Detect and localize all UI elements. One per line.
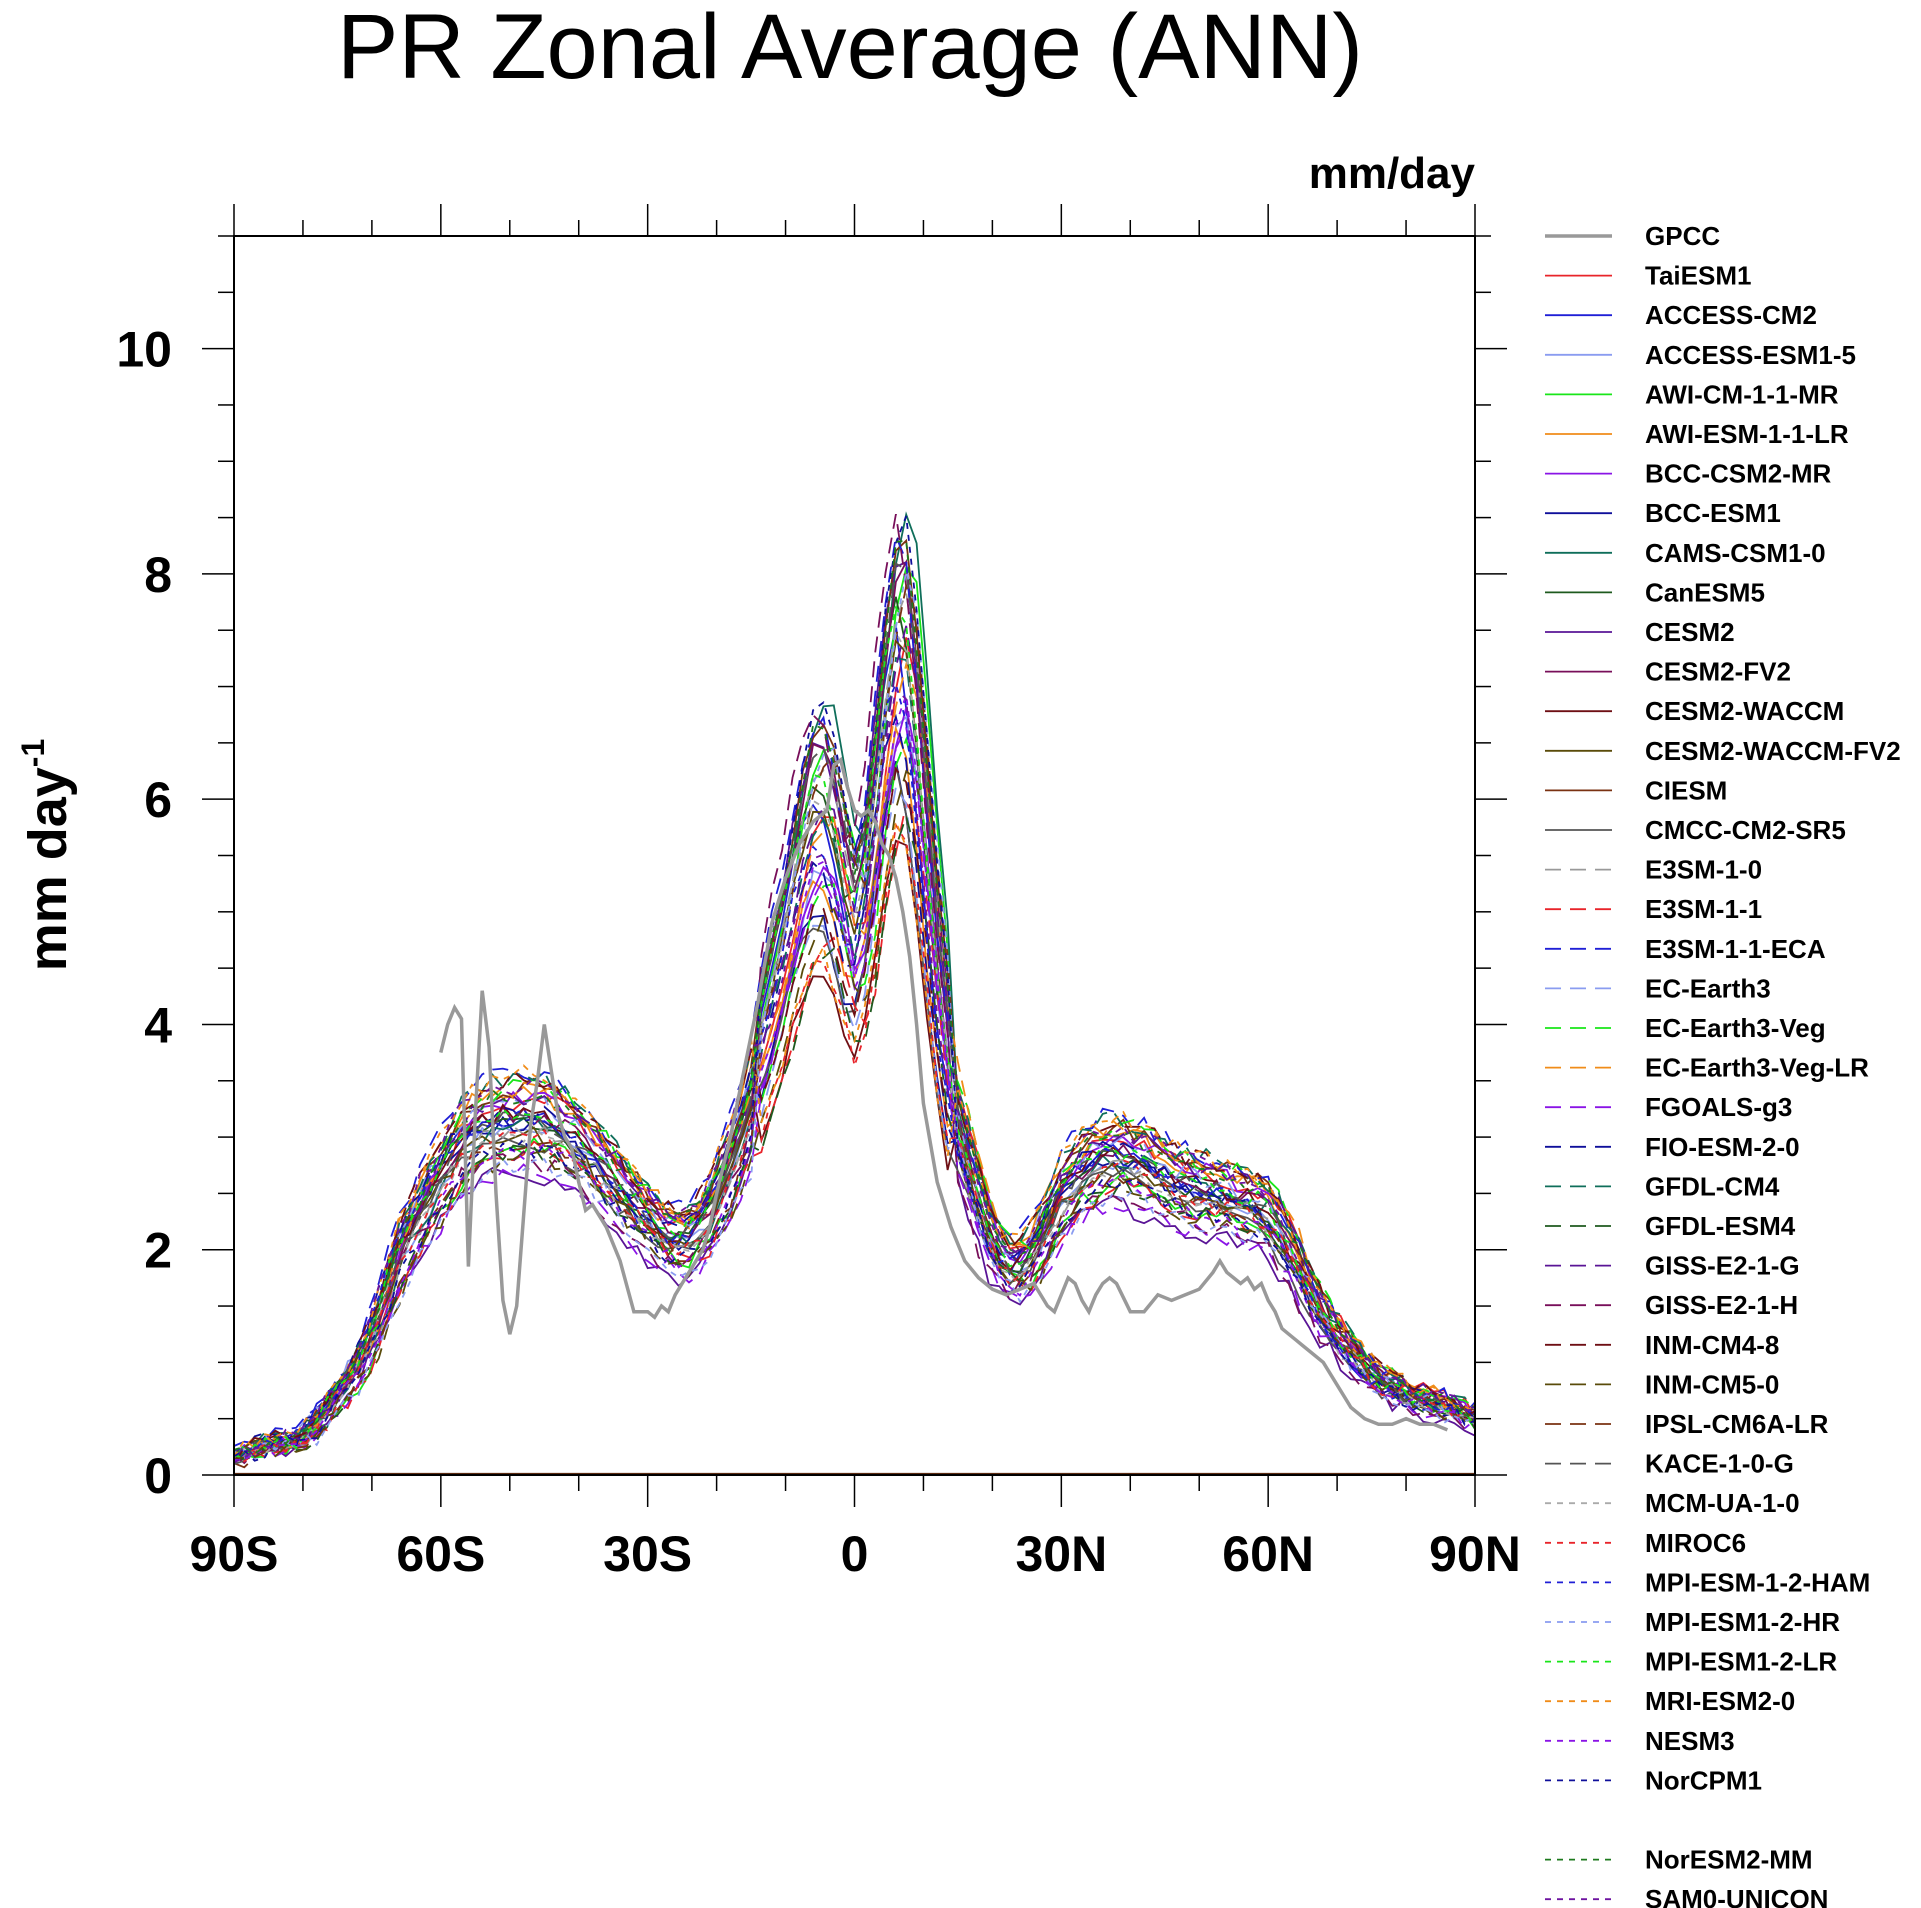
series-line-inm-cm5-0 xyxy=(233,769,1476,1459)
x-tick-label: 30S xyxy=(603,1526,692,1582)
y-tick-label: 0 xyxy=(144,1448,172,1504)
legend-label: AWI-ESM-1-1-LR xyxy=(1645,419,1849,449)
series-line-canesm5 xyxy=(233,596,1476,1456)
legend-label: CMCC-CM2-SR5 xyxy=(1645,815,1846,845)
y-tick-label: 2 xyxy=(144,1223,172,1279)
series-line-gfdl-cm4 xyxy=(233,657,1476,1462)
series-line-mpi-esm1-2-hr xyxy=(233,571,1476,1459)
legend-label: E3SM-1-1-ECA xyxy=(1645,934,1826,964)
axes: 0 2 4 6 8 10 90S 60S 30S 0 30N 60N 90N xyxy=(116,204,1521,1582)
legend-label: NESM3 xyxy=(1645,1726,1735,1756)
legend-label: GISS-E2-1-G xyxy=(1645,1251,1800,1281)
legend-label: ACCESS-ESM1-5 xyxy=(1645,340,1856,370)
series-line-gfdl-esm4 xyxy=(233,812,1476,1462)
series-line-giss-e2-1-g xyxy=(233,625,1476,1463)
legend-label: E3SM-1-1 xyxy=(1645,894,1762,924)
legend-label: INM-CM5-0 xyxy=(1645,1369,1779,1399)
series-line-cesm2-waccm xyxy=(233,839,1476,1461)
legend-label: CESM2 xyxy=(1645,617,1735,647)
series-line-norcpm1 xyxy=(233,515,1476,1462)
legend-label: MPI-ESM1-2-LR xyxy=(1645,1647,1837,1677)
legend-label: FGOALS-g3 xyxy=(1645,1092,1792,1122)
legend-label: EC-Earth3 xyxy=(1645,973,1771,1003)
x-tick-label: 0 xyxy=(841,1526,869,1582)
legend-label: CAMS-CSM1-0 xyxy=(1645,538,1826,568)
legend-label: KACE-1-0-G xyxy=(1645,1449,1794,1479)
legend-label: CanESM5 xyxy=(1645,577,1765,607)
series-line-cmcc-cm2-sr5 xyxy=(233,764,1476,1459)
x-tick-label: 90S xyxy=(190,1526,279,1582)
series-line-e3sm-1-1-eca xyxy=(233,532,1476,1460)
legend-label: MCM-UA-1-0 xyxy=(1645,1488,1800,1518)
legend-label: BCC-ESM1 xyxy=(1645,498,1781,528)
legend-label: MRI-ESM2-0 xyxy=(1645,1686,1795,1716)
plot-area xyxy=(233,511,1476,1475)
series-line-miroc6 xyxy=(233,822,1476,1463)
series-line-nesm3 xyxy=(233,694,1476,1461)
x-tick-label: 30N xyxy=(1015,1526,1107,1582)
legend-label: GFDL-ESM4 xyxy=(1645,1211,1796,1241)
legend-label: FIO-ESM-2-0 xyxy=(1645,1132,1800,1162)
legend-label: CESM2-WACCM-FV2 xyxy=(1645,736,1901,766)
series-line-gpcc xyxy=(439,756,1449,1432)
series-line-ciesm xyxy=(233,538,1476,1456)
x-tick-label: 60S xyxy=(396,1526,485,1582)
series-line-mpi-esm1-2-lr xyxy=(233,605,1476,1459)
series-line-mri-esm2-0 xyxy=(233,818,1476,1458)
legend-label: ACCESS-CM2 xyxy=(1645,300,1817,330)
x-tick-label: 60N xyxy=(1222,1526,1314,1582)
legend-label: BCC-CSM2-MR xyxy=(1645,459,1832,489)
legend-label: E3SM-1-0 xyxy=(1645,855,1762,885)
y-axis-title: mm day-1 xyxy=(15,739,78,972)
series-line-awi-cm-1-1-mr xyxy=(233,565,1476,1459)
series-line-fgoals-g3 xyxy=(233,725,1476,1461)
legend-label: TaiESM1 xyxy=(1645,261,1751,291)
series-line-cesm2 xyxy=(233,560,1476,1458)
series-line-access-cm2 xyxy=(233,625,1476,1447)
series-line-e3sm-1-0 xyxy=(233,589,1476,1459)
series-line-sam0-unicon xyxy=(233,687,1476,1464)
legend-label: EC-Earth3-Veg xyxy=(1645,1013,1826,1043)
y-axis-title-main: mm day xyxy=(18,767,78,971)
series-line-fio-esm-2-0 xyxy=(233,713,1476,1464)
legend-label: CESM2-WACCM xyxy=(1645,696,1844,726)
series-line-ipsl-cm6a-lr xyxy=(233,582,1476,1469)
legend-label: GISS-E2-1-H xyxy=(1645,1290,1798,1320)
series-line-ec-earth3-veg xyxy=(233,736,1476,1460)
y-tick-label: 10 xyxy=(116,322,172,378)
legend-label: AWI-CM-1-1-MR xyxy=(1645,379,1839,409)
legend-label: MIROC6 xyxy=(1645,1528,1746,1558)
series-line-inm-cm4-8 xyxy=(233,766,1476,1466)
y-tick-label: 8 xyxy=(144,547,172,603)
series-line-access-esm1-5 xyxy=(233,715,1476,1460)
y-tick-label: 4 xyxy=(144,997,172,1053)
legend-label: CESM2-FV2 xyxy=(1645,657,1791,687)
legend-label: IPSL-CM6A-LR xyxy=(1645,1409,1829,1439)
series-line-kace-1-0-g xyxy=(233,562,1476,1465)
series-line-awi-esm-1-1-lr xyxy=(233,725,1476,1457)
legend-label: MPI-ESM1-2-HR xyxy=(1645,1607,1840,1637)
series-line-noresm2-mm xyxy=(233,539,1476,1455)
legend-label: NorESM2-MM xyxy=(1645,1845,1813,1875)
legend-label: GPCC xyxy=(1645,221,1720,251)
legend-label: INM-CM4-8 xyxy=(1645,1330,1779,1360)
legend-label: EC-Earth3-Veg-LR xyxy=(1645,1053,1869,1083)
legend-label: NorCPM1 xyxy=(1645,1765,1762,1795)
legend-label: CIESM xyxy=(1645,775,1727,805)
legend: GPCC TaiESM1 ACCESS-CM2 ACCESS-ESM1-5 AWI-CM… xyxy=(1545,221,1901,1908)
legend-label: MPI-ESM-1-2-HAM xyxy=(1645,1567,1870,1597)
x-tick-label: 90N xyxy=(1429,1526,1521,1582)
y-axis-title-superscript: -1 xyxy=(15,739,51,767)
legend-label: SAM0-UNICON xyxy=(1645,1884,1828,1908)
legend-label: GFDL-CM4 xyxy=(1645,1171,1780,1201)
units-label: mm/day xyxy=(1309,149,1476,198)
y-tick-label: 6 xyxy=(144,772,172,828)
chart-title: PR Zonal Average (ANN) xyxy=(337,0,1363,98)
series-line-giss-e2-1-h xyxy=(233,513,1476,1465)
